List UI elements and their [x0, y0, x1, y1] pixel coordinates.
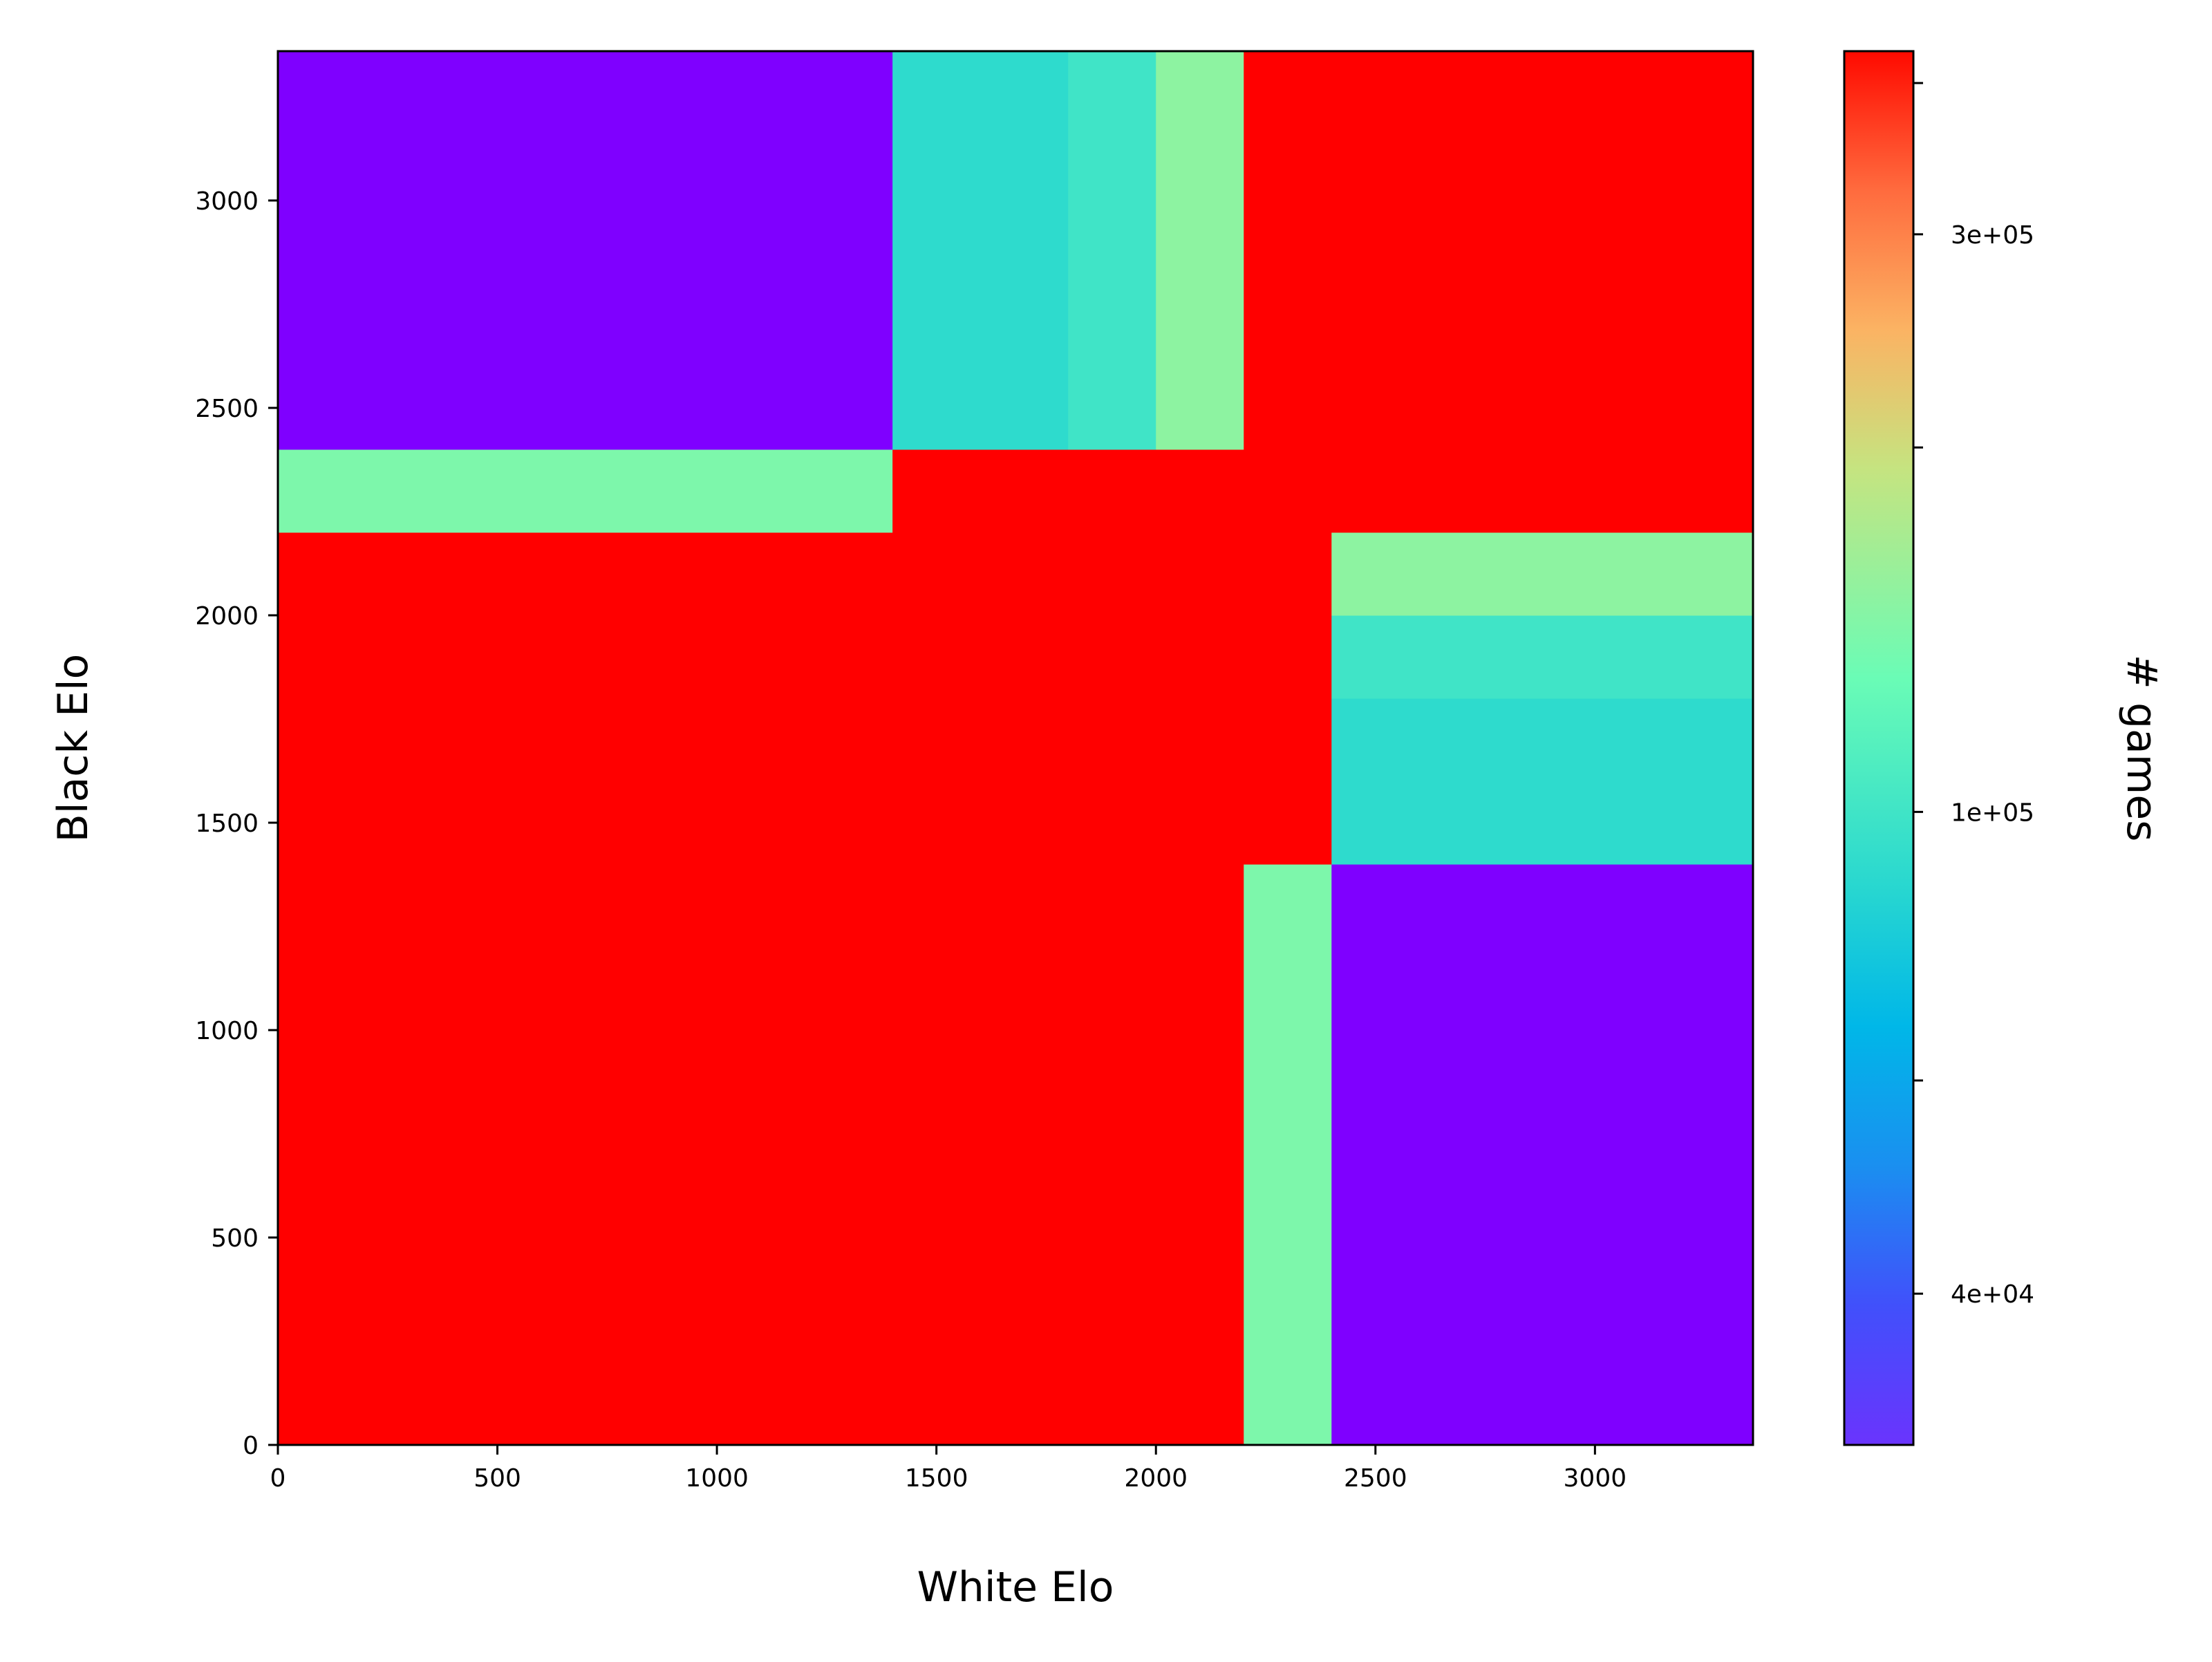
heatmap-cell — [278, 864, 893, 1446]
heatmap-cell — [1331, 532, 1754, 616]
heatmap-cell — [1244, 615, 1332, 699]
heatmap-cell — [1244, 449, 1332, 533]
x-tick-label: 2500 — [1344, 1464, 1407, 1493]
heatmap-cell — [892, 615, 1069, 699]
heatmap-cells — [278, 51, 1754, 1446]
heatmap-cell — [278, 449, 893, 533]
heatmap-cell — [1156, 51, 1244, 450]
heatmap-cell — [1156, 698, 1244, 865]
heatmap-cell — [1156, 532, 1244, 616]
heatmap-cell — [892, 449, 1069, 533]
x-axis-title: White Elo — [917, 1563, 1114, 1612]
y-tick-label: 3000 — [195, 187, 259, 216]
heatmap-cell — [1244, 51, 1332, 450]
x-tick-label: 1000 — [685, 1464, 749, 1493]
heatmap-cell — [1331, 864, 1754, 1446]
colorbar-tick-label: 1e+05 — [1951, 799, 2034, 827]
heatmap-cell — [1068, 864, 1156, 1446]
heatmap-cell — [1068, 532, 1156, 616]
colorbar — [1843, 50, 1915, 1446]
heatmap-cell — [1156, 449, 1244, 533]
x-tick-label: 2000 — [1124, 1464, 1188, 1493]
heatmap-cell — [1244, 698, 1332, 865]
heatmap-cell — [1244, 532, 1332, 616]
heatmap-cell — [1331, 449, 1754, 533]
colorbar-ticks: 4e+04 1e+05 3e+05 — [1913, 82, 2034, 1309]
heatmap-cell — [278, 51, 893, 450]
y-tick-label: 1000 — [195, 1017, 259, 1045]
y-tick-label: 2000 — [195, 602, 259, 631]
heatmap-cell — [1068, 698, 1156, 865]
x-axis: 0 500 1000 1500 2000 2500 3000 — [270, 1445, 1627, 1493]
y-axis-title: Black Elo — [49, 654, 97, 843]
plot-frame — [276, 50, 1754, 1446]
colorbar-title: # games — [2117, 655, 2166, 842]
heatmap-cell — [892, 698, 1069, 865]
heatmap-cell — [278, 532, 893, 616]
heatmap-cell — [278, 698, 893, 865]
heatmap-cell — [892, 51, 1069, 450]
y-tick-label: 500 — [211, 1224, 259, 1253]
heatmap-cell — [278, 615, 893, 699]
heatmap-cell — [1068, 615, 1156, 699]
colorbar-tick-label: 4e+04 — [1951, 1280, 2034, 1309]
x-tick-label: 500 — [474, 1464, 521, 1493]
y-axis: 0 500 1000 1500 2000 2500 3000 — [195, 187, 278, 1460]
x-tick-label: 3000 — [1564, 1464, 1627, 1493]
y-tick-label: 0 — [243, 1432, 259, 1460]
heatmap-cell — [1068, 51, 1156, 450]
heatmap-cell — [1156, 864, 1244, 1446]
heatmap-cell — [1331, 51, 1754, 450]
heatmap-cell — [892, 864, 1069, 1446]
y-tick-label: 2500 — [195, 395, 259, 423]
x-tick-label: 1500 — [905, 1464, 968, 1493]
x-tick-label: 0 — [270, 1464, 286, 1493]
heatmap-cell — [1244, 864, 1332, 1446]
heatmap-cell — [1068, 449, 1156, 533]
heatmap-cell — [892, 532, 1069, 616]
heatmap-cell — [1331, 698, 1754, 865]
heatmap-cell — [1331, 615, 1754, 699]
colorbar-tick-label: 3e+05 — [1951, 221, 2034, 250]
heatmap-cell — [1156, 615, 1244, 699]
y-tick-label: 1500 — [195, 810, 259, 838]
